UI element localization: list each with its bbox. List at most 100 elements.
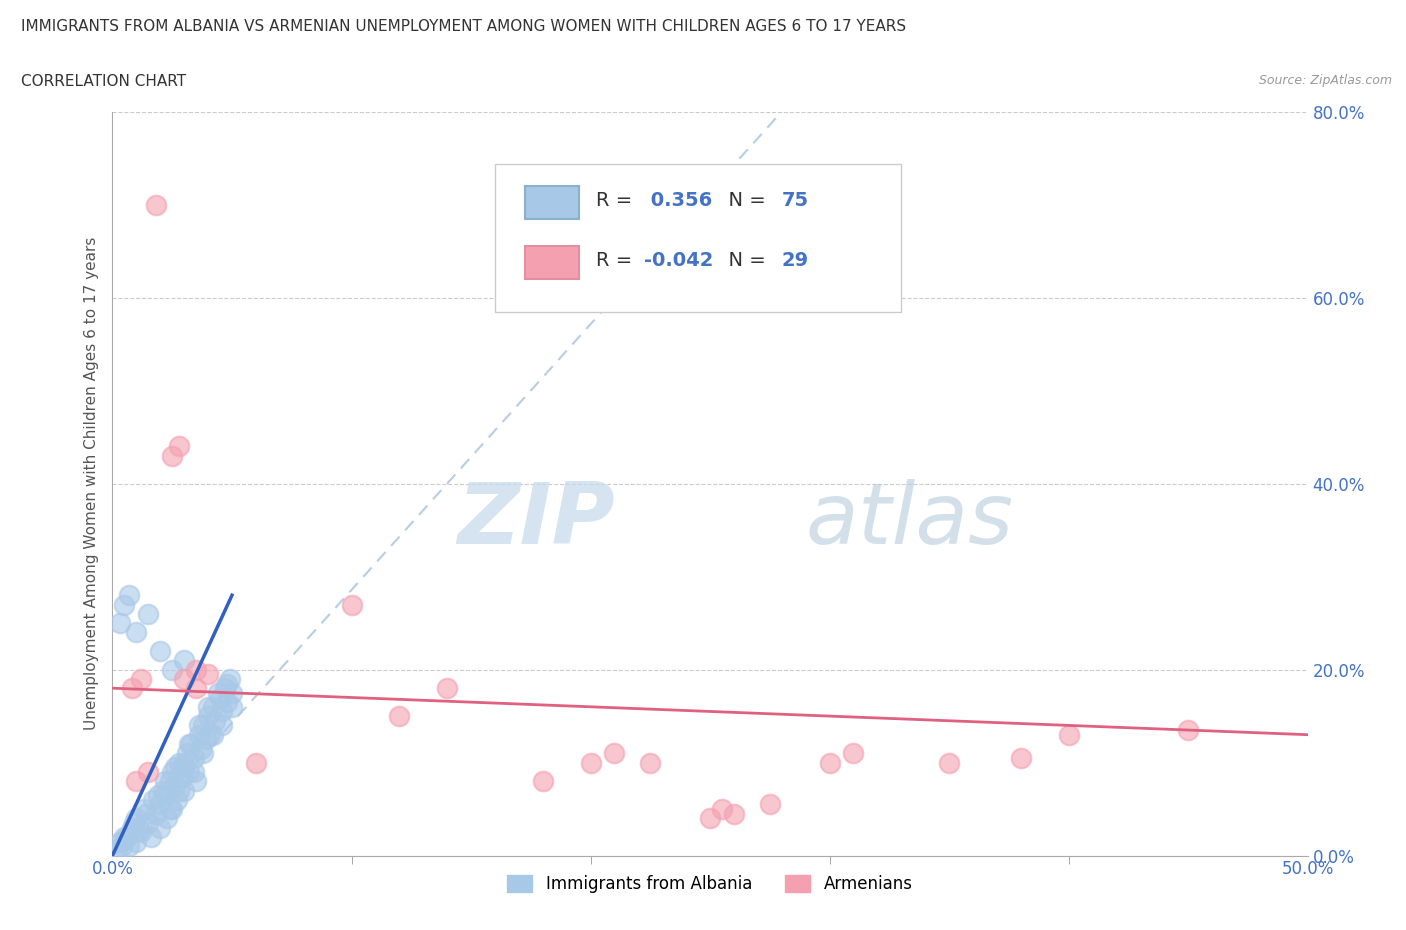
Point <box>211 704 233 719</box>
Y-axis label: Unemployment Among Women with Children Ages 6 to 17 years: Unemployment Among Women with Children A… <box>83 237 98 730</box>
Point <box>149 797 172 812</box>
Text: 75: 75 <box>782 192 808 210</box>
Point <box>108 834 131 849</box>
Point <box>187 718 209 733</box>
Bar <box>524 246 579 279</box>
Point <box>114 597 135 612</box>
Point <box>163 778 186 793</box>
Point <box>640 755 662 770</box>
Point <box>166 792 188 807</box>
Point <box>162 662 183 677</box>
Point <box>125 834 148 849</box>
Point <box>146 788 169 803</box>
Point <box>138 606 160 621</box>
Point <box>149 820 172 835</box>
Text: IMMIGRANTS FROM ALBANIA VS ARMENIAN UNEMPLOYMENT AMONG WOMEN WITH CHILDREN AGES : IMMIGRANTS FROM ALBANIA VS ARMENIAN UNEM… <box>21 19 907 33</box>
Point <box>207 685 229 700</box>
Point <box>388 709 411 724</box>
Point <box>121 820 143 835</box>
Point <box>186 681 208 696</box>
Point <box>200 727 222 742</box>
Text: 29: 29 <box>782 251 808 270</box>
Point <box>842 746 865 761</box>
Point <box>579 755 602 770</box>
Point <box>153 788 176 803</box>
Text: CORRELATION CHART: CORRELATION CHART <box>21 74 186 89</box>
Point <box>183 751 205 765</box>
Point <box>217 676 239 691</box>
Point <box>180 737 202 751</box>
Point <box>177 764 200 779</box>
Point <box>221 699 243 714</box>
Point <box>201 699 224 714</box>
Legend: Immigrants from Albania, Armenians: Immigrants from Albania, Armenians <box>501 868 920 899</box>
Point <box>169 755 191 770</box>
Point <box>129 825 152 840</box>
Point <box>173 653 195 668</box>
Point <box>186 662 208 677</box>
Point <box>115 830 138 844</box>
Point <box>603 746 626 761</box>
FancyBboxPatch shape <box>495 164 901 312</box>
Point <box>118 839 141 854</box>
Point <box>187 727 209 742</box>
Point <box>159 802 181 817</box>
Point <box>201 727 224 742</box>
Point <box>699 811 721 826</box>
Point <box>197 709 219 724</box>
Point <box>145 806 167 821</box>
Point <box>218 671 240 686</box>
Point <box>108 616 131 631</box>
Text: 0.356: 0.356 <box>644 192 713 210</box>
Point <box>159 774 181 789</box>
Point <box>121 681 143 696</box>
Text: N =: N = <box>716 251 772 270</box>
Point <box>193 746 215 761</box>
Point <box>183 764 205 779</box>
Point <box>162 802 183 817</box>
Point <box>245 755 267 770</box>
Point <box>193 718 215 733</box>
Point <box>1177 723 1199 737</box>
Point <box>114 830 135 844</box>
Point <box>1057 727 1080 742</box>
Point <box>173 760 195 775</box>
Point <box>531 774 554 789</box>
Point <box>125 625 148 640</box>
Point <box>340 597 363 612</box>
Point <box>1010 751 1032 765</box>
Point <box>162 764 183 779</box>
Text: R =: R = <box>596 192 638 210</box>
Point <box>145 197 167 212</box>
Point <box>173 671 195 686</box>
Point <box>135 806 157 821</box>
Point <box>125 811 148 826</box>
Point <box>162 448 183 463</box>
Bar <box>524 186 579 219</box>
Point <box>209 690 232 705</box>
Point <box>723 806 745 821</box>
Point <box>190 741 212 756</box>
Text: N =: N = <box>716 192 772 210</box>
Point <box>149 644 172 658</box>
Point <box>163 760 186 775</box>
Text: atlas: atlas <box>806 479 1014 563</box>
Point <box>132 802 155 817</box>
Point <box>153 774 176 789</box>
Point <box>211 718 233 733</box>
Point <box>138 764 160 779</box>
Point <box>156 811 179 826</box>
Point <box>759 797 782 812</box>
Point <box>711 802 734 817</box>
Point <box>186 774 208 789</box>
Text: R =: R = <box>596 251 638 270</box>
Text: Source: ZipAtlas.com: Source: ZipAtlas.com <box>1258 74 1392 87</box>
Point <box>217 695 239 710</box>
Point <box>169 439 191 454</box>
Point <box>938 755 960 770</box>
Point <box>197 699 219 714</box>
Point <box>152 783 174 798</box>
Point <box>173 783 195 798</box>
Point <box>436 681 458 696</box>
Point <box>173 755 195 770</box>
